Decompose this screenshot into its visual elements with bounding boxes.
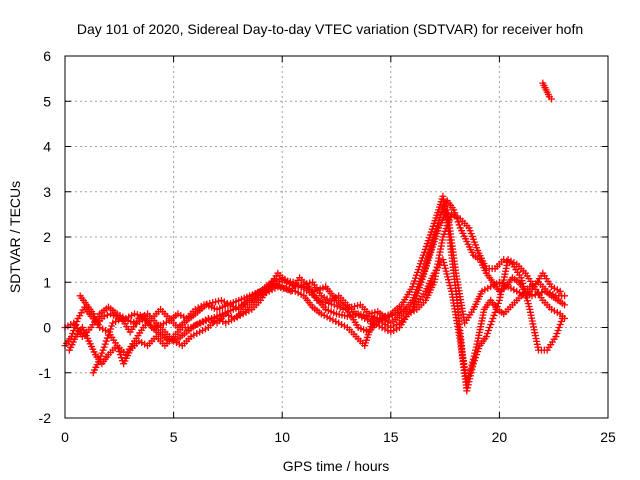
data-point-track-c [469, 360, 477, 368]
data-point-track-d [97, 352, 105, 360]
data-point-track-d [558, 314, 566, 322]
data-point-track-c [114, 345, 122, 353]
x-tick-label: 20 [492, 429, 508, 445]
data-point-track-c [466, 375, 474, 383]
data-point-track-c [483, 330, 491, 338]
data-point-track-d [555, 324, 563, 331]
data-point-track-d [107, 325, 115, 333]
data-point-track-d [554, 327, 562, 335]
data-point-track-d [98, 349, 106, 357]
x-tick-label: 25 [600, 429, 616, 445]
y-tick-label: -2 [39, 410, 52, 426]
data-point-track-a [528, 292, 536, 300]
data-point-track-a [73, 317, 81, 325]
data-point-track-c [468, 366, 476, 374]
chart-title: Day 101 of 2020, Sidereal Day-to-day VTE… [77, 21, 583, 37]
y-tick-label: 2 [43, 229, 51, 245]
data-point-track-c [488, 317, 496, 325]
data-point-track-e [556, 287, 564, 295]
data-point-track-c [113, 342, 121, 350]
data-point-track-c [466, 372, 474, 380]
x-tick-label: 15 [383, 429, 399, 445]
x-tick-label: 10 [274, 429, 290, 445]
y-tick-label: 4 [43, 139, 51, 155]
data-point-track-c [475, 345, 483, 353]
data-point-track-a [455, 221, 463, 229]
data-point-track-c [491, 308, 499, 316]
data-point-track-c [464, 381, 472, 389]
data-point-track-d [103, 334, 111, 342]
data-points [61, 79, 569, 395]
data-point-track-c [489, 314, 497, 322]
data-point-track-c [116, 351, 124, 359]
data-point-track-d [100, 343, 108, 351]
data-point-track-c [465, 378, 473, 386]
x-tick-label: 0 [61, 429, 69, 445]
data-point-track-d [556, 320, 564, 328]
grid [65, 56, 608, 418]
data-point-track-c [467, 369, 475, 377]
data-point-track-c [487, 320, 495, 328]
data-point-track-c [490, 311, 498, 319]
data-point-track-c [115, 348, 123, 356]
y-tick-label: 3 [43, 184, 51, 200]
data-point-track-d [102, 337, 110, 345]
data-point-track-a [534, 290, 542, 298]
y-tick-label: 6 [43, 48, 51, 64]
data-point-track-c [486, 324, 494, 331]
data-point-track-c [464, 384, 472, 392]
y-tick-label: -1 [39, 365, 52, 381]
data-point-track-d [108, 322, 116, 330]
y-tick-label: 1 [43, 274, 51, 290]
x-tick-label: 5 [170, 429, 178, 445]
data-point-track-a [450, 206, 458, 214]
data-point-track-a [69, 330, 77, 338]
y-tick-label: 5 [43, 93, 51, 109]
data-point-track-a [561, 301, 569, 309]
data-point-late-cluster [548, 95, 556, 103]
data-point-track-c [463, 387, 471, 395]
data-point-track-d [99, 346, 107, 354]
data-point-track-d [106, 328, 114, 336]
data-point-track-c [485, 327, 493, 335]
data-point-track-c [493, 302, 501, 310]
data-point-track-c [474, 348, 482, 356]
axis-ticks: 0 5 10 15 20 25 -2 -1 0 1 2 3 4 5 6 [39, 48, 616, 445]
data-point-track-c [473, 351, 481, 359]
data-point-track-a [103, 311, 111, 319]
y-axis-title: SDTVAR / TECUs [7, 181, 23, 293]
data-point-track-c [482, 333, 490, 341]
data-point-track-c [470, 357, 478, 365]
data-point-track-d [553, 330, 561, 338]
data-point-track-d [552, 333, 560, 341]
data-point-track-c [472, 354, 480, 362]
x-axis-title: GPS time / hours [283, 458, 390, 474]
data-point-track-d [96, 355, 104, 363]
y-tick-label: 0 [43, 320, 51, 336]
data-point-track-d [101, 340, 109, 348]
data-point-track-d [557, 317, 565, 325]
data-point-track-c [469, 363, 477, 371]
data-point-track-c [494, 299, 502, 307]
data-point-track-b [561, 292, 569, 300]
data-point-track-c [492, 305, 500, 313]
data-point-track-d [104, 331, 112, 339]
